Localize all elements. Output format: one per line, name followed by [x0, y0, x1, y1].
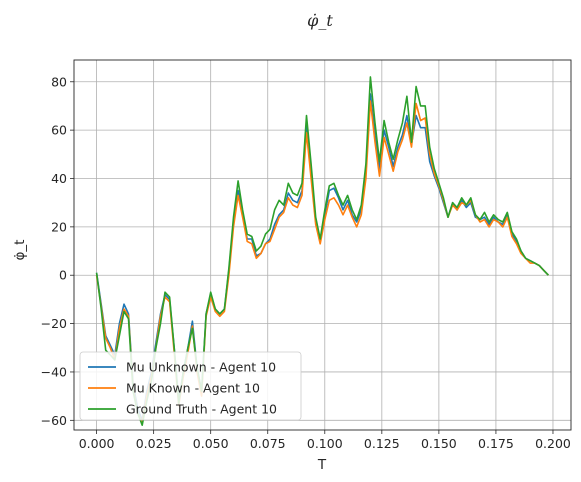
series-lines: [95, 76, 549, 427]
y-tick-label: 40: [51, 171, 67, 186]
chart-legend: Mu Unknown - Agent 10 Mu Known - Agent 10…: [79, 351, 302, 421]
x-tick-label: 0.050: [193, 436, 229, 451]
x-tick-label: 0.125: [364, 436, 400, 451]
x-tick-label: 0.100: [307, 436, 343, 451]
y-axis-label: φ̇_t: [12, 240, 28, 261]
x-tick-label: 0.150: [421, 436, 457, 451]
y-tick-label: 60: [51, 123, 67, 138]
series-line-3: [95, 76, 549, 427]
legend-label: Ground Truth - Agent 10: [126, 402, 277, 417]
chart-title-text: φ̇_t: [307, 11, 333, 30]
x-tick-label: 0.025: [136, 436, 172, 451]
legend-label: Mu Unknown - Agent 10: [126, 360, 276, 375]
x-axis-label: T: [317, 457, 327, 473]
chart-title: φ̇_t: [307, 11, 333, 30]
y-tick-label: 80: [51, 74, 67, 89]
x-axis-ticks: 0.000 0.025 0.050 0.075 0.100 0.125 0.150 0.175…: [79, 430, 571, 451]
y-tick-label: −20: [41, 316, 67, 331]
legend-box: [79, 351, 302, 421]
legend-label: Mu Known - Agent 10: [126, 381, 260, 396]
y-tick-label: −40: [41, 364, 67, 379]
y-tick-label: −60: [41, 413, 67, 428]
plot-frame: [73, 59, 572, 431]
x-tick-label: 0.175: [478, 436, 514, 451]
y-tick-label: 0: [59, 268, 67, 283]
x-tick-label: 0.000: [79, 436, 115, 451]
x-tick-label: 0.075: [250, 436, 286, 451]
x-tick-label: 0.200: [535, 436, 571, 451]
y-tick-label: 20: [51, 219, 67, 234]
y-axis-ticks: −60 −40 −20 0 20 40 60 80: [41, 74, 74, 428]
